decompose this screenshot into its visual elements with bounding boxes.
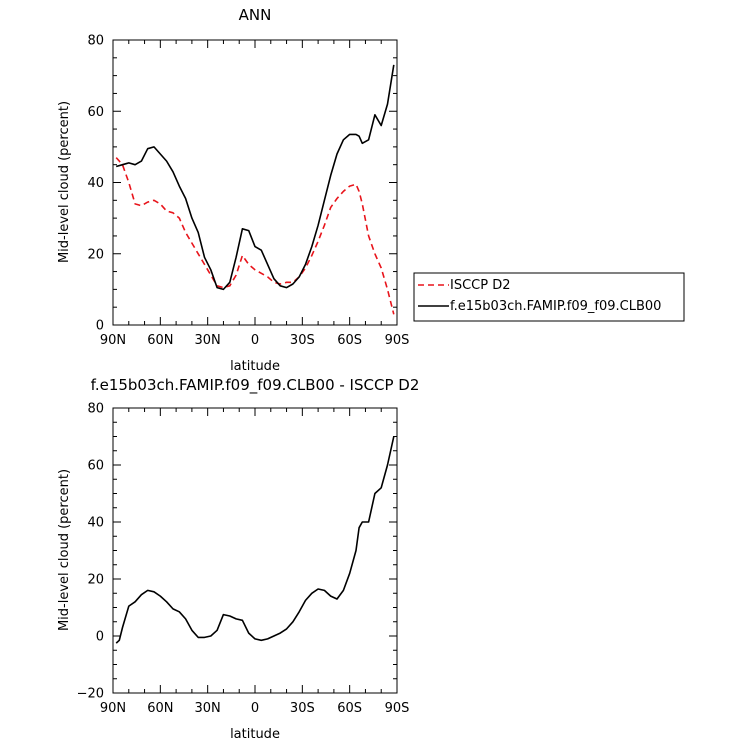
top-x-tick-label: 90N	[100, 333, 126, 348]
top-x-tick-label: 60S	[337, 333, 362, 348]
top-y-tick-label: 0	[96, 319, 104, 334]
top-series-line-1	[115, 64, 395, 291]
bottom-plot-frame	[112, 407, 398, 694]
top-x-tick-label: 30N	[195, 333, 221, 348]
top-x-tick-label: 0	[251, 333, 259, 348]
bottom-x-tick-label: 60N	[147, 701, 173, 716]
legend-box	[413, 272, 685, 322]
bottom-x-tick-label: 90S	[385, 701, 410, 716]
bottom-y-axis-label: Mid-level cloud (percent)	[57, 469, 72, 631]
bottom-x-axis-label: latitude	[230, 727, 280, 742]
top-y-tick-label: 40	[87, 176, 104, 191]
bottom-series-line-0	[115, 436, 395, 644]
top-plot-frame	[112, 39, 398, 326]
bottom-y-tick-label: 0	[96, 630, 104, 645]
top-y-tick-label: 60	[87, 105, 104, 120]
legend-label-model: f.e15b03ch.FAMIP.f09_f09.CLB00	[450, 299, 661, 314]
bottom-y-tick-label: 40	[87, 516, 104, 531]
top-panel: ANN 90N 60N 30N 0 30S 60S 90S 0 20 40 60 80 latitud…	[57, 6, 685, 374]
top-y-tick-label: 20	[87, 247, 104, 262]
bottom-x-tick-label: 30N	[195, 701, 221, 716]
top-y-axis-label: Mid-level cloud (percent)	[57, 101, 72, 263]
top-x-axis-label: latitude	[230, 359, 280, 374]
bottom-x-tick-label: 60S	[337, 701, 362, 716]
bottom-x-tick-label: 30S	[290, 701, 315, 716]
bottom-x-tick-label: 0	[251, 701, 259, 716]
top-y-tick-label: 80	[87, 34, 104, 49]
top-panel-title: ANN	[239, 6, 272, 24]
bottom-panel-title: f.e15b03ch.FAMIP.f09_f09.CLB00 - ISCCP D…	[91, 376, 420, 395]
bottom-panel: f.e15b03ch.FAMIP.f09_f09.CLB00 - ISCCP D…	[57, 376, 419, 742]
top-x-tick-label: 60N	[147, 333, 173, 348]
bottom-y-tick-label: 60	[87, 459, 104, 474]
legend: ISCCP D2 f.e15b03ch.FAMIP.f09_f09.CLB00	[413, 272, 685, 322]
top-x-tick-label: 90S	[385, 333, 410, 348]
bottom-y-tick-label: 20	[87, 573, 104, 588]
top-x-tick-label: 30S	[290, 333, 315, 348]
bottom-y-tick-label: −20	[77, 687, 104, 702]
top-series-line-0	[115, 157, 395, 315]
bottom-x-tick-label: 90N	[100, 701, 126, 716]
legend-label-isccp: ISCCP D2	[450, 278, 511, 293]
bottom-y-tick-label: 80	[87, 402, 104, 417]
